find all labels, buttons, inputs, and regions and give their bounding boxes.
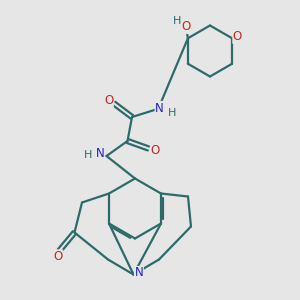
Text: O: O	[53, 250, 63, 263]
Text: N: N	[95, 146, 104, 160]
Text: O: O	[151, 144, 160, 158]
Text: O: O	[104, 94, 113, 107]
Text: N: N	[155, 101, 164, 115]
Text: O: O	[233, 30, 242, 43]
Text: O: O	[182, 20, 191, 33]
Text: H: H	[84, 149, 92, 160]
Text: N: N	[134, 266, 143, 280]
Text: H: H	[168, 108, 177, 118]
Text: H: H	[173, 16, 182, 26]
